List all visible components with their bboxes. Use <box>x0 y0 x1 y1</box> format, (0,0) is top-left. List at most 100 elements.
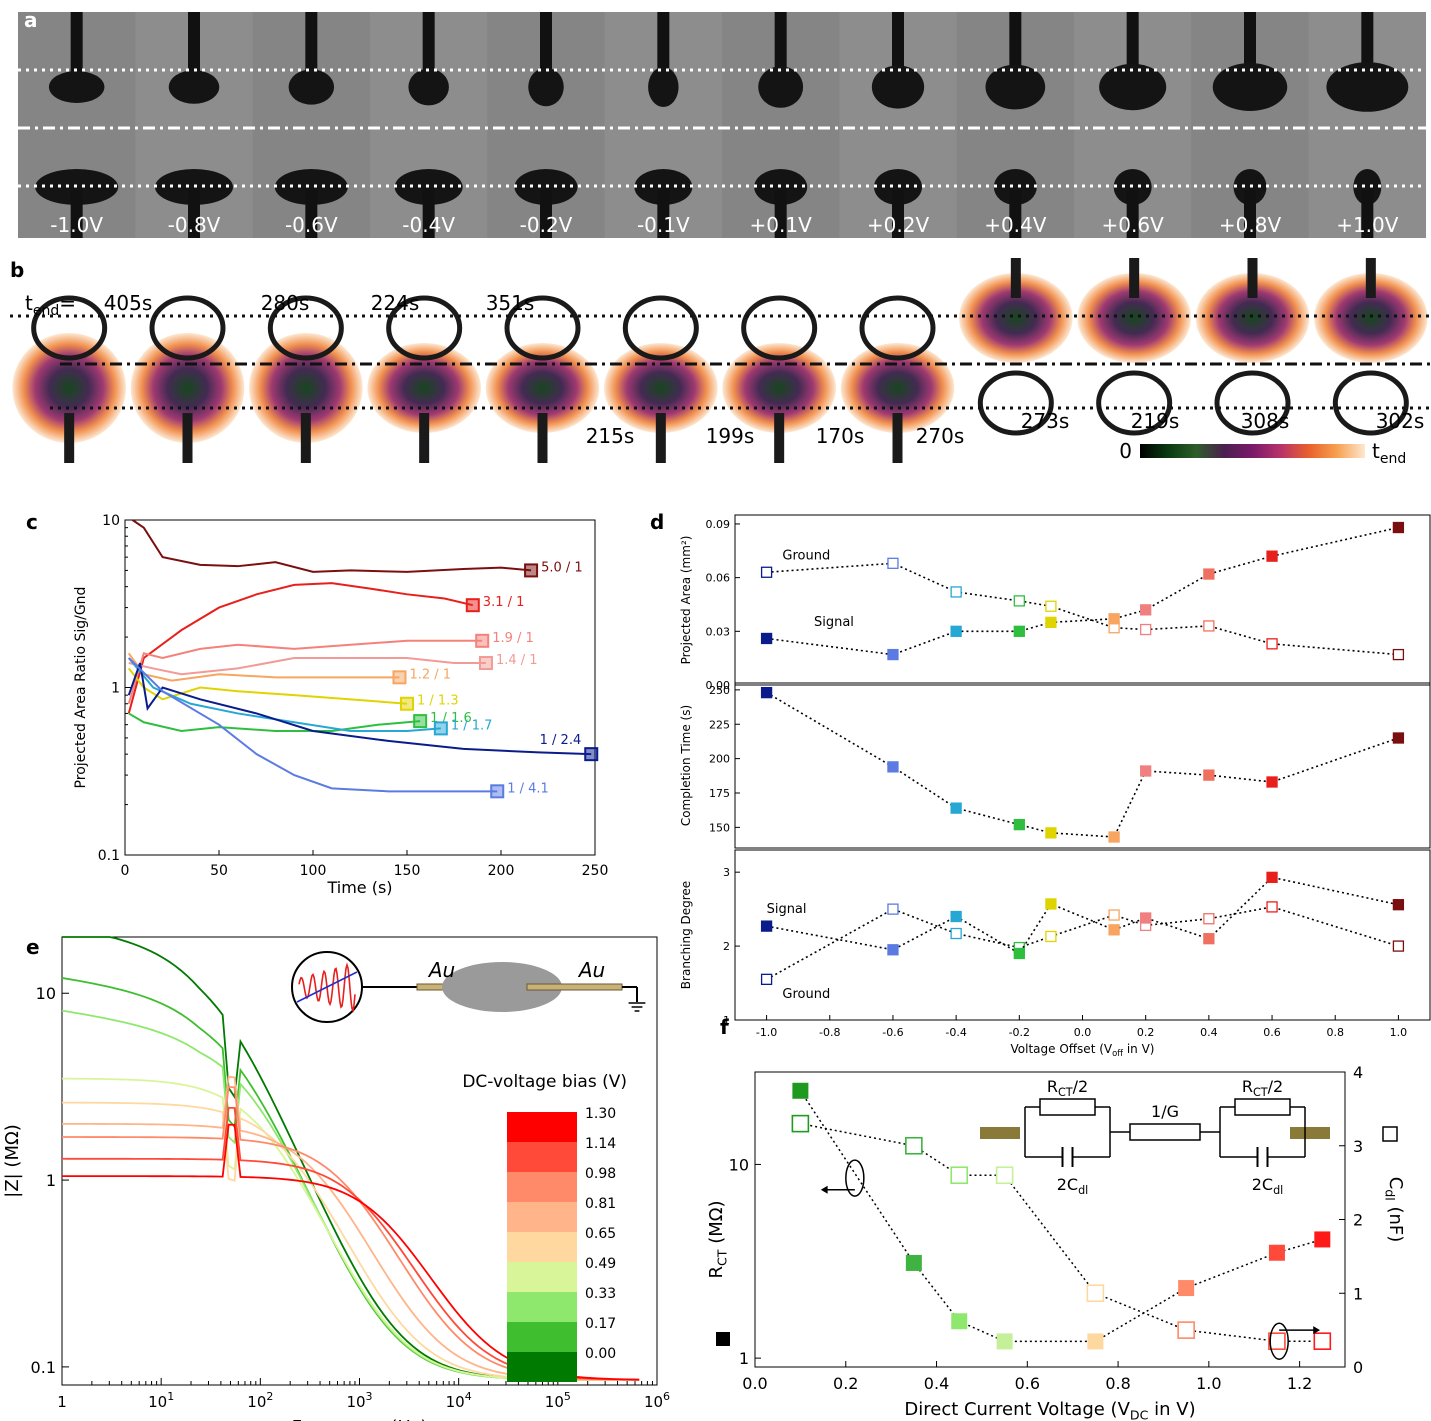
dendrite-stem-bottom <box>1244 190 1256 238</box>
e-ytick-label: 1 <box>46 1171 56 1190</box>
d-ground-point <box>1392 940 1405 952</box>
f-right-axis-ellipse <box>1269 1322 1289 1360</box>
f-electrode-left <box>980 1127 1020 1139</box>
d-signal-point <box>1203 769 1215 781</box>
dendrite-top <box>648 67 679 107</box>
f-xtick-label: 1.2 <box>1287 1374 1312 1393</box>
dendrite-stem-top <box>657 12 670 72</box>
panel-c-label: c <box>26 510 38 534</box>
c-xtick-label: 250 <box>582 863 609 879</box>
f-cdl-point <box>1313 1332 1332 1350</box>
d-xtick-label: 0.8 <box>1326 1026 1344 1039</box>
d-signal-point <box>887 761 899 773</box>
d-signal-point <box>760 632 773 645</box>
dendrite-stem-top <box>422 12 435 72</box>
f-xtick-label: 1.0 <box>1196 1374 1221 1393</box>
e-au-label-right: Au <box>577 958 605 982</box>
e-xlabel: Frequency (Hz) <box>292 1417 428 1421</box>
d-xtick-label: -1.0 <box>756 1026 777 1039</box>
c-ylabel: Projected Area Ratio Sig/Gnd <box>73 587 89 789</box>
f-rct-point <box>1268 1244 1285 1261</box>
tend-bottom-0: 215s <box>586 424 635 448</box>
voltage-label-11: +1.0V <box>1336 213 1399 237</box>
voltage-label-9: +0.6V <box>1102 213 1165 237</box>
f-xtick-label: 0.8 <box>1105 1374 1130 1393</box>
tend-bottom-1: 199s <box>706 424 755 448</box>
timemap-branches <box>977 370 1054 436</box>
tend-top-3: 351s <box>486 291 535 315</box>
timemap-blob <box>1195 273 1310 363</box>
d-ground-point <box>1013 595 1025 607</box>
f-cdl-point <box>1268 1332 1286 1350</box>
f-cdl-point <box>995 1166 1014 1185</box>
e-legend-title: DC-voltage bias (V) <box>462 1072 627 1092</box>
e-legend-value-6: 0.33 <box>585 1286 616 1302</box>
f-cdl-point <box>950 1166 969 1185</box>
f-xtick-label: 0.6 <box>1015 1374 1040 1393</box>
timemap-stem <box>182 413 193 463</box>
d-ground-label-2: Ground <box>782 987 830 1002</box>
dendrite-stem-top <box>540 12 552 72</box>
d-ground-point <box>887 557 899 569</box>
f-cdl-point <box>791 1114 810 1133</box>
d-ylabel-2: Branching Degree <box>679 881 693 989</box>
dendrite-stem-top <box>1126 12 1139 72</box>
timemap-blob <box>130 333 245 443</box>
c-series-line-2 <box>127 639 483 705</box>
c-series-label-2: 1.9 / 1 <box>492 631 534 646</box>
e-legend-swatch-5 <box>507 1262 577 1292</box>
f-xtick-label: 0.4 <box>924 1374 949 1393</box>
d-signal-point <box>1045 827 1057 839</box>
timemap-blob <box>12 333 126 443</box>
dendrite-stem-bottom <box>657 190 670 238</box>
panel-b-time-maps: tend= 405s 280s 224s 351s 215s 199s 170s 270s 273… <box>10 258 1430 463</box>
micrograph-a-8: +0.4V <box>956 12 1074 238</box>
f-rct-point <box>1314 1231 1331 1248</box>
timemap-branches <box>31 295 108 361</box>
e-legend-value-1: 1.14 <box>585 1136 616 1152</box>
dendrite-top <box>985 64 1046 110</box>
f-rct-point <box>1178 1280 1195 1297</box>
timemap-blob <box>1077 273 1191 363</box>
micrograph-a-0: -1.0V <box>18 12 136 238</box>
tend-bottom-2: 170s <box>816 424 865 448</box>
f-rct-point <box>1087 1333 1104 1350</box>
dendrite-stem-top <box>774 12 787 72</box>
d-ytick-label: 200 <box>709 753 730 766</box>
d-ground-line-0 <box>766 562 1399 656</box>
c-series-end-marker-2 <box>475 633 490 648</box>
f-2cdl-label: 2Cdl <box>1252 1175 1284 1197</box>
panel-f-chart: 0.0 0.2 0.4 0.6 0.8 1.0 1.2 1 10 0 1 2 3 4 Direct Curr… <box>706 1063 1406 1421</box>
e-legend-value-0: 1.30 <box>585 1106 616 1122</box>
e-legend-swatch-0 <box>507 1112 577 1142</box>
d-signal-point <box>1013 818 1025 831</box>
d-signal-point <box>950 802 962 814</box>
d-xtick-label: -0.8 <box>819 1026 840 1039</box>
e-electrode-right <box>526 983 623 991</box>
f-rct-legend-marker <box>716 1332 730 1346</box>
d-signal-label: Signal <box>814 615 854 630</box>
dendrite-stem-bottom <box>1009 190 1022 238</box>
c-ytick-label: 1 <box>111 681 120 697</box>
e-xtick-label: 103 <box>346 1390 372 1411</box>
d-ytick-label: 0.03 <box>706 625 731 638</box>
e-xtick-label: 101 <box>148 1390 174 1411</box>
d-signal-point <box>887 944 899 956</box>
d-xtick-label: -0.6 <box>882 1026 903 1039</box>
timemap-b-11 <box>1314 258 1428 436</box>
timemap-stem <box>64 413 75 463</box>
f-ylabel-left: RCT (MΩ) <box>706 1200 730 1278</box>
d-xtick-label: 0.6 <box>1263 1026 1281 1039</box>
f-cdl-legend-marker <box>1382 1126 1398 1142</box>
c-xtick-label: 150 <box>394 863 421 879</box>
f-frame <box>754 1071 1346 1368</box>
e-legend-value-4: 0.65 <box>585 1226 616 1242</box>
timemap-stem <box>1247 258 1258 298</box>
d-ytick-label: 150 <box>709 821 730 834</box>
f-right-arrowhead <box>1313 1326 1321 1335</box>
d-ground-label: Ground <box>782 548 830 563</box>
dendrite-top <box>1099 63 1167 111</box>
timemap-stem <box>1129 258 1140 298</box>
micrograph-a-9: +0.6V <box>1074 12 1192 238</box>
